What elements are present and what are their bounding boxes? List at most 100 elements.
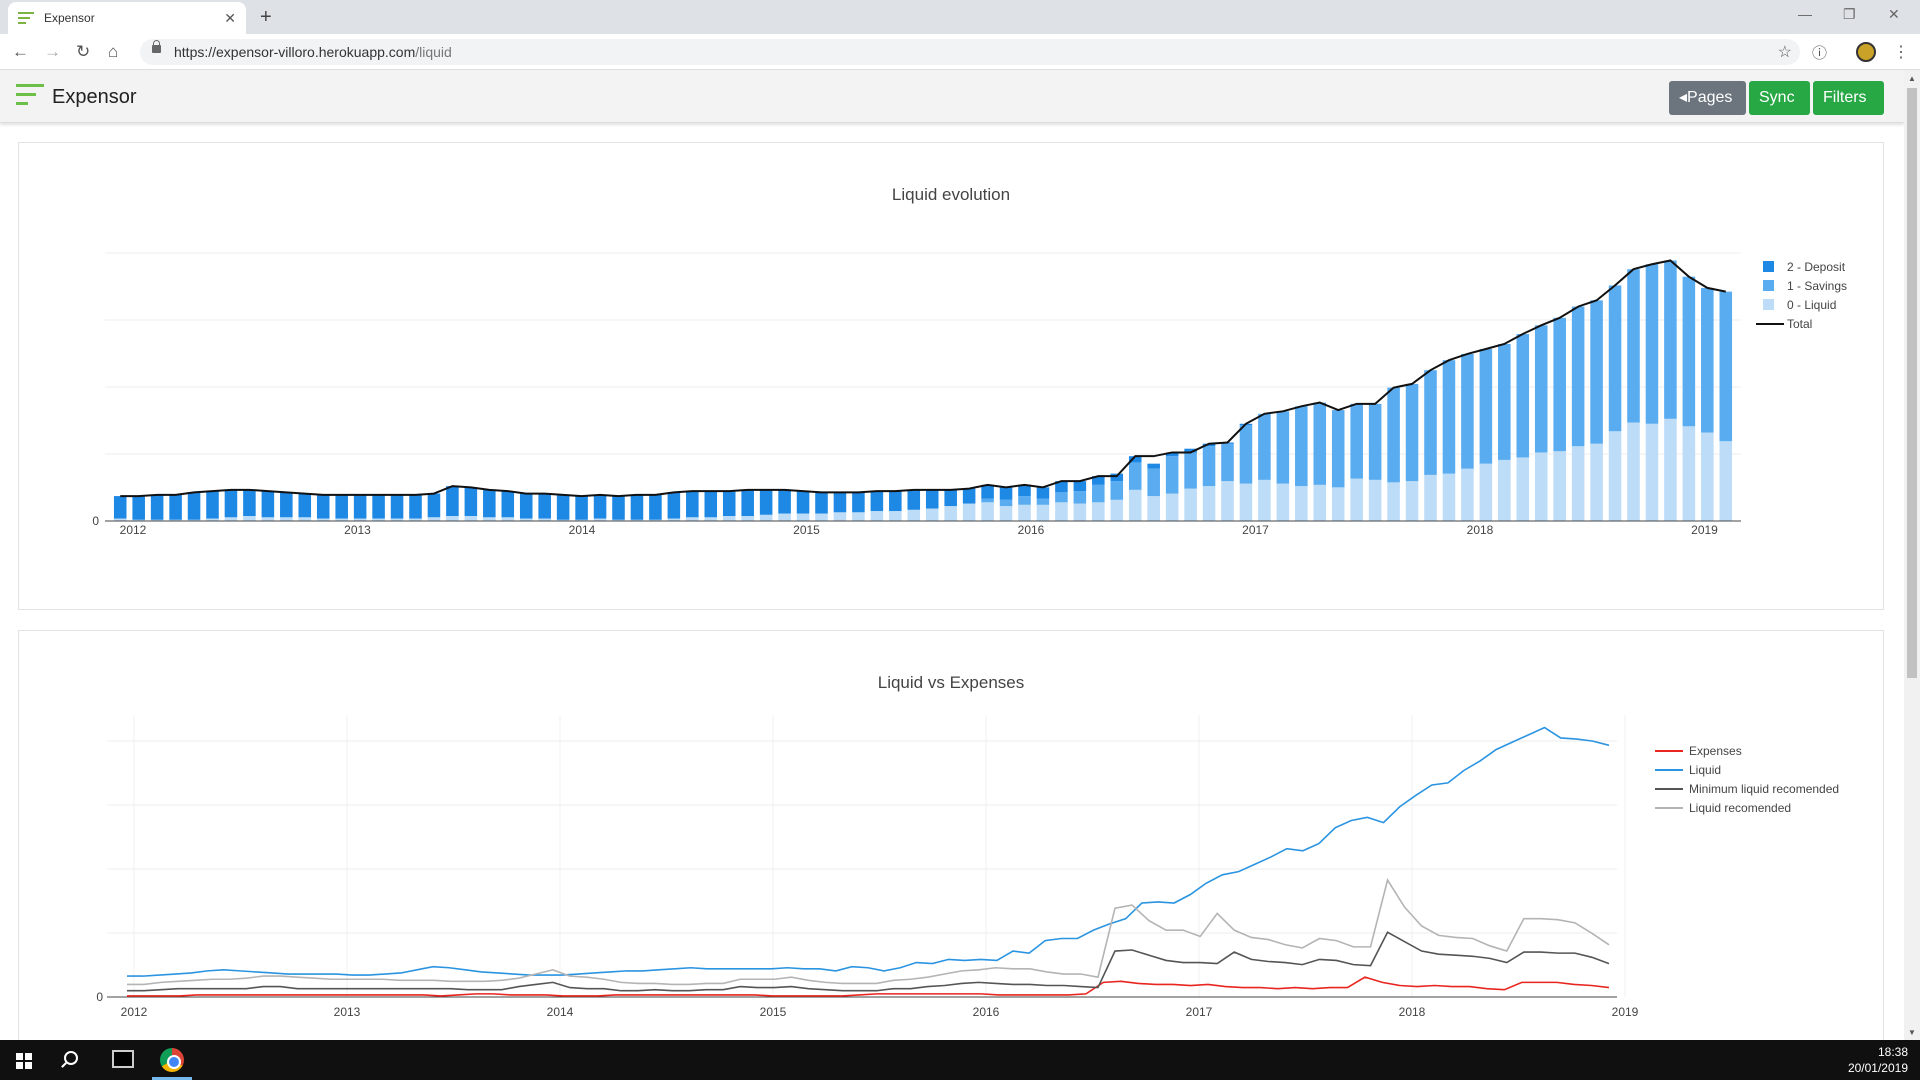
bar-liquid	[132, 519, 145, 521]
bar-deposit	[150, 494, 164, 520]
bar-deposit	[944, 489, 957, 507]
sync-button[interactable]: Sync	[1749, 81, 1810, 115]
bar-deposit	[796, 491, 810, 514]
bar-liquid	[999, 506, 1013, 521]
scroll-down-icon[interactable]: ▼	[1908, 1028, 1916, 1037]
legend-label: 1 - Savings	[1787, 279, 1847, 293]
system-clock[interactable]: 18:38 20/01/2019	[1848, 1044, 1908, 1076]
bar-liquid	[852, 512, 865, 521]
x-tick-label: 2019	[1691, 523, 1718, 537]
close-window-icon[interactable]: ✕	[1888, 6, 1900, 22]
legend-label: Expenses	[1689, 744, 1742, 758]
bar-deposit	[556, 494, 570, 520]
bar-liquid	[962, 503, 976, 521]
bar-deposit	[113, 496, 127, 519]
extension-info-icon[interactable]: ⓘ	[1812, 45, 1828, 62]
x-tick-label: 2017	[1242, 523, 1269, 537]
bar-liquid	[1479, 463, 1493, 521]
bar-deposit	[1184, 448, 1197, 453]
home-icon[interactable]: ⌂	[108, 42, 119, 61]
bar-liquid	[1719, 441, 1733, 521]
bar-deposit	[409, 494, 422, 519]
back-icon[interactable]: ←	[12, 42, 29, 61]
bar-liquid	[722, 516, 736, 521]
bar-savings	[1092, 484, 1105, 503]
liquid-vs-expenses-chart[interactable]: 2012 2013 2014 2015 2016 2017 2018 2019 0 Expense…	[19, 631, 1883, 1040]
windows-start-icon[interactable]	[16, 1053, 32, 1069]
bar-liquid	[519, 518, 533, 521]
bar-deposit	[538, 493, 551, 519]
scroll-thumb[interactable]	[1907, 88, 1917, 678]
bar-liquid	[1442, 473, 1456, 521]
chrome-app-icon[interactable]	[160, 1048, 184, 1072]
browser-menu-icon[interactable]: ⋮	[1893, 44, 1909, 61]
scroll-up-icon[interactable]: ▲	[1908, 74, 1916, 83]
forward-icon[interactable]: →	[44, 42, 61, 61]
bar-savings	[1184, 452, 1197, 489]
bar-deposit	[316, 494, 330, 519]
reload-icon[interactable]: ↻	[76, 42, 91, 61]
bar-liquid	[1036, 504, 1050, 521]
bar-liquid	[575, 519, 588, 521]
bar-deposit	[722, 491, 736, 517]
x-tick-label: 2015	[760, 1005, 787, 1019]
bar-liquid	[1018, 504, 1031, 521]
bar-liquid	[427, 517, 441, 521]
url-text[interactable]: https://expensor-villoro.herokuapp.com/l…	[174, 44, 452, 60]
bar-savings	[1018, 496, 1031, 505]
bar-deposit	[1036, 487, 1050, 499]
bar-deposit	[778, 489, 791, 514]
x-tick-label: 2013	[344, 523, 371, 537]
minimize-icon[interactable]: —	[1798, 6, 1812, 22]
tab-title: Expensor	[44, 11, 95, 25]
legend-label: Liquid recomended	[1689, 801, 1791, 815]
close-tab-icon[interactable]: ✕	[224, 9, 236, 26]
bar-savings	[1128, 462, 1142, 490]
liquid-evolution-chart[interactable]: 0 2012 2013 2014 2015 2016 2017 2018 2019 2 - Dep…	[19, 143, 1883, 609]
legend-label: Liquid	[1689, 763, 1721, 777]
filters-button[interactable]: Filters	[1813, 81, 1884, 115]
page-scrollbar[interactable]: ▲ ▼	[1904, 70, 1920, 1040]
bar-savings	[1239, 425, 1253, 484]
bar-savings	[1036, 498, 1050, 505]
x-tick-label: 2017	[1186, 1005, 1213, 1019]
bar-liquid	[1627, 422, 1640, 521]
bar-liquid	[187, 519, 201, 521]
bar-savings	[1147, 468, 1160, 497]
bar-savings	[1055, 492, 1068, 503]
bar-liquid	[1368, 479, 1382, 521]
address-bar[interactable]: https://expensor-villoro.herokuapp.com/l…	[140, 39, 1800, 65]
terminal-app-icon[interactable]	[112, 1050, 134, 1068]
bar-liquid	[243, 516, 256, 521]
bar-liquid	[815, 513, 828, 521]
restore-icon[interactable]: ❐	[1843, 6, 1856, 22]
bar-deposit	[261, 491, 275, 518]
bar-liquid	[1092, 502, 1105, 521]
bar-savings	[1387, 387, 1400, 483]
x-tick-label: 2016	[973, 1005, 1000, 1019]
bar-liquid	[353, 518, 367, 521]
browser-tab[interactable]: Expensor ✕	[8, 2, 246, 34]
bar-liquid	[704, 517, 718, 521]
bar-savings	[1627, 269, 1640, 423]
bar-deposit	[1073, 481, 1087, 492]
pages-button[interactable]: ◂Pages	[1669, 81, 1746, 115]
legend-swatch	[1763, 261, 1774, 272]
expensor-logo-icon	[16, 84, 44, 108]
bar-liquid	[1055, 502, 1068, 521]
bar-liquid	[280, 517, 293, 521]
search-icon[interactable]	[64, 1051, 78, 1065]
new-tab-icon[interactable]: +	[260, 6, 272, 28]
profile-avatar[interactable]	[1856, 42, 1876, 62]
browser-tab-strip: Expensor ✕ + — ❐ ✕	[0, 0, 1920, 34]
x-tick-label: 2014	[547, 1005, 574, 1019]
app-page: Expensor ◂Pages Sync Filters Liquid evol…	[0, 70, 1904, 1040]
chart-title: Liquid evolution	[891, 185, 1011, 204]
x-tick-label: 2016	[1018, 523, 1045, 537]
bar-savings	[1608, 285, 1622, 432]
bar-deposit	[372, 494, 385, 519]
bar-deposit	[962, 488, 976, 504]
bar-savings	[1645, 264, 1659, 424]
bookmark-star-icon[interactable]: ☆	[1777, 44, 1792, 61]
bar-savings	[1258, 413, 1271, 480]
